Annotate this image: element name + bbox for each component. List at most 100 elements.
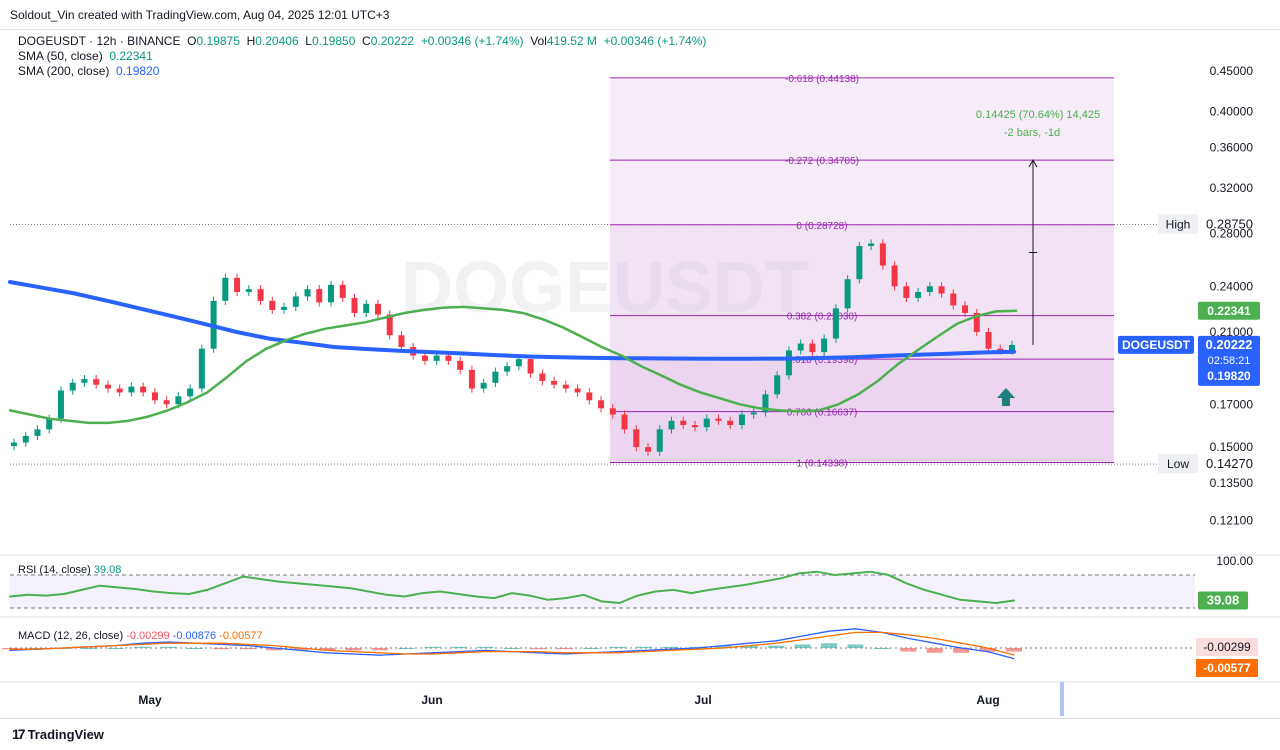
- macd-histogram-bar: [583, 648, 600, 649]
- symbol-label: DOGEUSDT · 12h · BINANCE: [18, 34, 181, 48]
- candle-body: [116, 388, 123, 393]
- fib-level-label: 0.382 (0.22030): [787, 312, 858, 323]
- sma50-line: [8, 305, 1018, 425]
- candle-body: [504, 366, 511, 372]
- candle-body: [668, 420, 675, 430]
- macd-histogram-bar: [1006, 648, 1022, 652]
- change-value: +0.00346 (+1.74%): [420, 34, 524, 48]
- time-axis-label: Aug: [976, 693, 999, 707]
- volume-value: 419.52 M: [546, 34, 597, 48]
- candle-body: [468, 369, 475, 389]
- macd-histogram-bar: [926, 648, 943, 653]
- macd-histogram-bar: [847, 644, 864, 648]
- fib-level-label: -0.618 (0.44138): [785, 74, 859, 85]
- fib-level-label: 1 (0.14338): [796, 459, 847, 470]
- high-value: 0.20406: [255, 34, 299, 48]
- candle-body: [257, 289, 264, 301]
- footer: 17 TradingView: [0, 718, 1280, 750]
- price-tick-label: 0.21000: [1210, 325, 1254, 339]
- macd-signal-line: [9, 631, 1015, 656]
- macd-histogram-bar: [345, 648, 362, 651]
- fib-zone-golden: [610, 359, 1114, 463]
- macd-signal-tag-bg: [1196, 659, 1258, 677]
- macd-histogram-bar: [662, 646, 679, 648]
- price-tick-label: 0.28000: [1210, 227, 1254, 241]
- candle-body: [175, 396, 182, 405]
- candle-body: [691, 425, 698, 428]
- fib-zone-upper: [610, 77, 1114, 225]
- time-axis-label: Jun: [421, 693, 442, 707]
- macd-legend[interactable]: MACD (12, 26, close) -0.00299 -0.00876 -…: [18, 630, 263, 642]
- candle-body: [621, 414, 628, 430]
- candle-body: [562, 384, 569, 389]
- chart-header: Soldout_Vin created with TradingView.com…: [0, 0, 1280, 30]
- current-price-label: 0.20222: [1206, 337, 1253, 352]
- candle-body: [586, 392, 593, 401]
- low-value: 0.19850: [311, 34, 356, 48]
- macd-histogram-bar: [741, 645, 758, 648]
- candle-body: [292, 296, 299, 307]
- price-tick-label: 0.45000: [1210, 64, 1254, 78]
- rsi-band: [10, 575, 1195, 608]
- tradingview-logo[interactable]: 17 TradingView: [12, 726, 104, 742]
- price-chart[interactable]: DOGEUSDT -0.618 (0.44138) -0.272 (0.34705…: [0, 30, 1280, 718]
- macd-histogram-bar: [134, 646, 151, 648]
- candle-body: [527, 359, 534, 374]
- candle-body: [22, 435, 29, 443]
- price-tick-label: 0.40000: [1210, 105, 1254, 119]
- symbol-tag-bg: [1118, 335, 1194, 354]
- price-tick-label: 0.32000: [1210, 181, 1254, 195]
- candle-body: [457, 360, 464, 370]
- sma200-legend[interactable]: SMA (200, close) 0.19820: [18, 64, 160, 78]
- candle-body: [785, 350, 792, 376]
- sma200-value: 0.19820: [116, 64, 160, 78]
- open-value: 0.19875: [196, 34, 240, 48]
- candle-body: [551, 380, 558, 385]
- candle-body: [598, 400, 605, 409]
- sma50-legend[interactable]: SMA (50, close) 0.22341: [18, 49, 153, 63]
- high-tag-bg: [1158, 214, 1198, 234]
- candle-body: [304, 289, 311, 297]
- candle-body: [962, 305, 969, 313]
- macd-signal-tag: -0.00577: [1203, 661, 1251, 675]
- tradingview-logo-icon: 17: [12, 726, 26, 742]
- candle-body: [316, 289, 323, 303]
- price-tick-label: 0.24000: [1210, 279, 1254, 293]
- candle-body: [656, 429, 663, 452]
- candle-body: [809, 343, 816, 353]
- candle-body: [645, 447, 652, 452]
- rsi-legend[interactable]: RSI (14, close) 39.08: [18, 564, 122, 576]
- candle-body: [797, 343, 804, 351]
- candle-body: [433, 355, 440, 361]
- rsi-value-tag: 39.08: [1207, 593, 1240, 608]
- measure-arrow-icon: [1028, 159, 1038, 168]
- candle-body: [187, 388, 194, 397]
- candle-body: [762, 394, 769, 413]
- candle-body: [34, 429, 41, 436]
- macd-histogram-bar: [715, 645, 732, 648]
- macd-histogram-bar: [530, 648, 547, 650]
- candle-body: [163, 400, 170, 405]
- candle-body: [1009, 344, 1015, 351]
- candle-body: [879, 243, 886, 266]
- symbol-tag: DOGEUSDT: [1122, 338, 1191, 352]
- macd-line-value: -0.00876: [172, 630, 217, 642]
- candle-body: [574, 388, 581, 393]
- high-value-label: 0.28750: [1206, 217, 1253, 232]
- macd-histogram-bar: [28, 648, 45, 649]
- macd-histogram-bar: [292, 648, 309, 651]
- time-axis-label: May: [138, 693, 162, 707]
- sma50-value: 0.22341: [109, 49, 153, 63]
- time-axis-label: Jul: [694, 693, 711, 707]
- countdown-label: 02:58:21: [1208, 355, 1251, 367]
- macd-histogram-bar: [160, 646, 177, 648]
- candle-body: [938, 286, 945, 294]
- candle-body: [351, 297, 358, 313]
- macd-histogram-bar: [794, 644, 811, 648]
- candle-body: [515, 359, 522, 367]
- candle-body: [222, 277, 229, 301]
- macd-histogram-bar: [900, 648, 917, 652]
- candle-body: [950, 293, 957, 306]
- candle-body: [93, 379, 100, 385]
- candle-body: [81, 379, 88, 383]
